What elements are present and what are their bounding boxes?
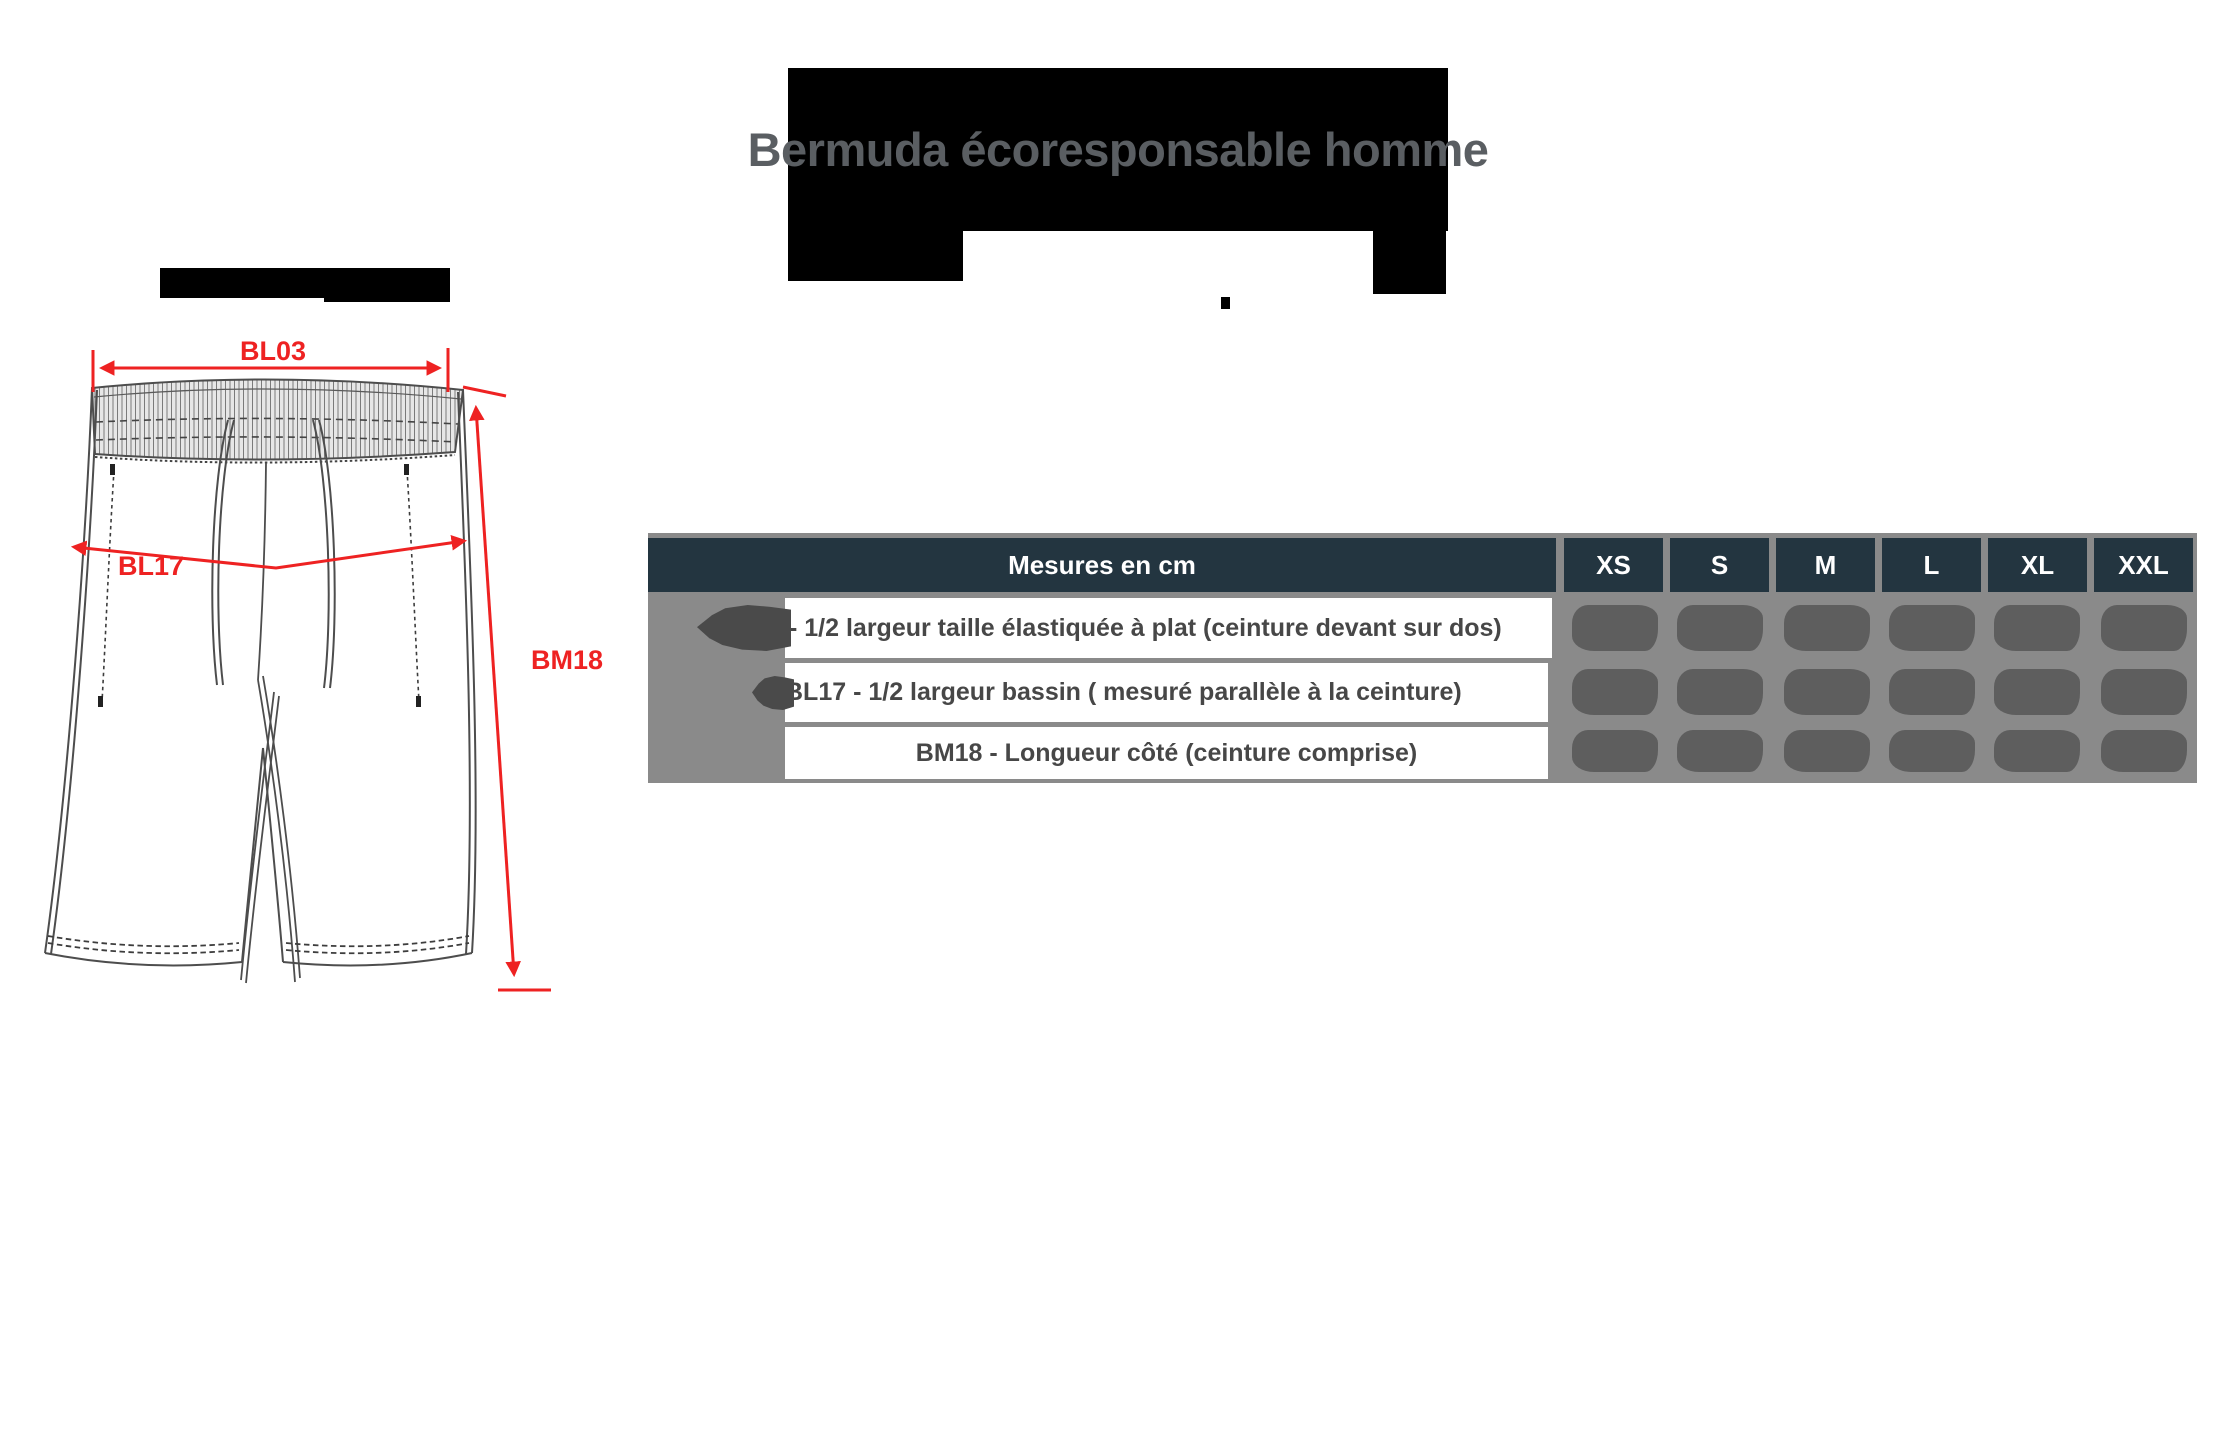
table-row-label: BL17 - 1/2 largeur bassin ( mesuré paral… (785, 663, 1548, 722)
redacted-value (1994, 669, 2080, 715)
title-redaction-block: Bermuda écoresponsable homme (748, 68, 1489, 231)
redacted-value (1572, 669, 1658, 715)
redacted-value (1572, 730, 1658, 772)
waistband (90, 378, 465, 464)
hem-stitching (47, 935, 470, 955)
header-size-xxl: XXL (2094, 538, 2193, 592)
measure-label-bl17: BL17 (118, 551, 184, 581)
redacted-value (1889, 669, 1975, 715)
redacted-value (1677, 605, 1763, 651)
redacted-value (1677, 669, 1763, 715)
table-row-label: BM18 - Longueur côté (ceinture comprise) (785, 727, 1548, 779)
measure-bm18 (462, 385, 551, 992)
measure-label-bm18: BM18 (531, 645, 603, 675)
header-measures: Mesures en cm (648, 538, 1556, 592)
redacted-value (2101, 669, 2187, 715)
measure-bl03 (91, 348, 450, 392)
redacted-value (1677, 730, 1763, 772)
pocket-lines (101, 469, 420, 703)
subtitle-redaction-strip-step (324, 268, 450, 302)
redacted-value (1889, 730, 1975, 772)
shorts-outline (44, 387, 477, 984)
page-title: Bermuda écoresponsable homme (747, 123, 1489, 176)
redacted-value (1784, 669, 1870, 715)
header-size-s: S (1670, 538, 1769, 592)
redacted-prefix-blob (697, 605, 791, 651)
redacted-value (1994, 605, 2080, 651)
redacted-value (1889, 605, 1975, 651)
redacted-value (2101, 605, 2187, 651)
title-redaction-block-right (1373, 230, 1446, 294)
measure-label-bl03: BL03 (240, 336, 306, 366)
size-table-header: Mesures en cm XS S M L XL XXL (648, 538, 2197, 592)
redacted-value (1994, 730, 2080, 772)
header-size-l: L (1882, 538, 1981, 592)
redacted-value (1784, 605, 1870, 651)
redacted-prefix-blob (752, 676, 794, 710)
measure-bl17 (70, 535, 468, 570)
redacted-value (2101, 730, 2187, 772)
table-row-label: - 1/2 largeur taille élastiquée à plat (… (785, 598, 1552, 658)
shorts-measurement-diagram: BL03 BL17 BM18 (44, 336, 603, 992)
title-redaction-block-left (788, 230, 963, 281)
header-size-m: M (1776, 538, 1875, 592)
header-size-xs: XS (1564, 538, 1663, 592)
redacted-value (1572, 605, 1658, 651)
header-size-xl: XL (1988, 538, 2087, 592)
pocket-bartacks (98, 464, 421, 707)
redacted-value (1784, 730, 1870, 772)
title-redaction-dot (1221, 297, 1230, 309)
size-table: Mesures en cm XS S M L XL XXL - 1/2 larg… (648, 533, 2197, 783)
